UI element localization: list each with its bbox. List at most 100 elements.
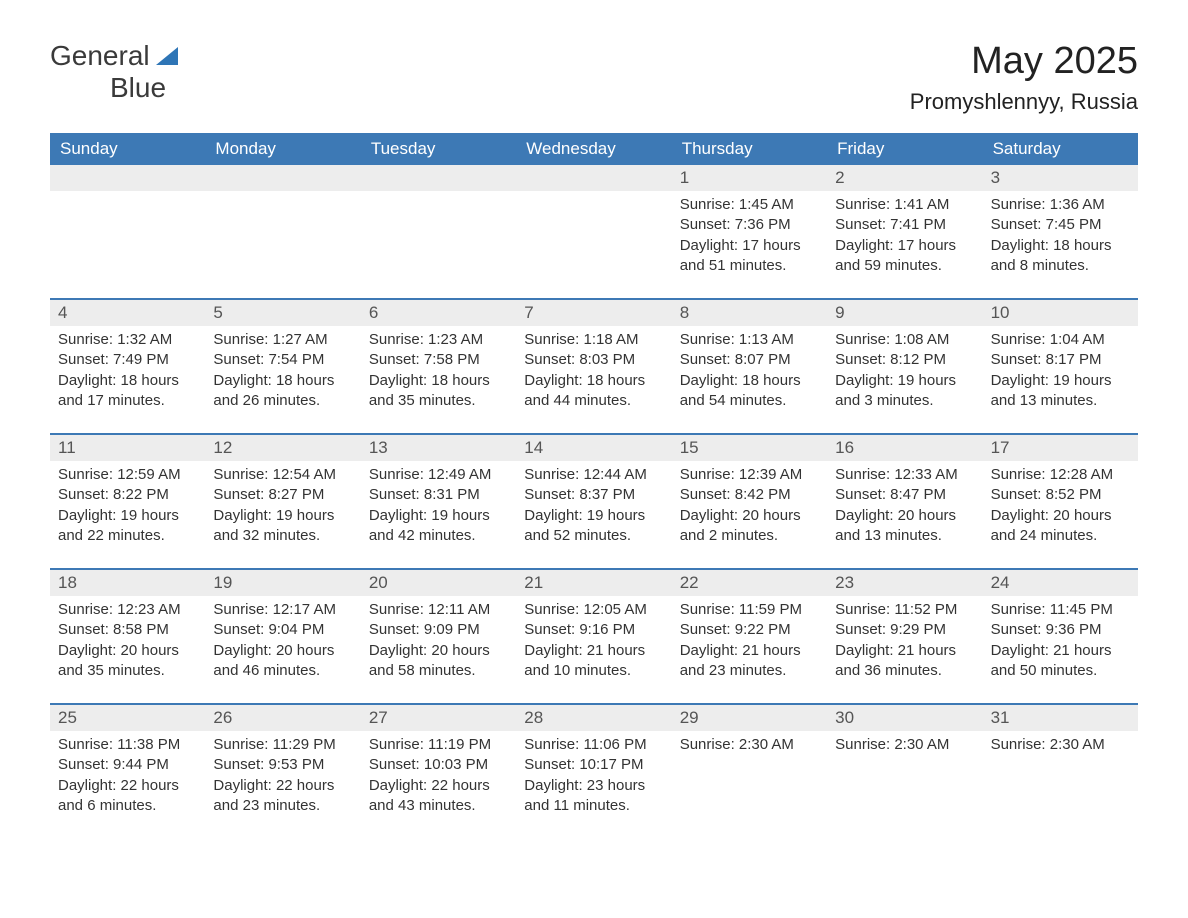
- calendar-cell: [205, 165, 360, 298]
- day-details: Sunrise: 2:30 AM: [672, 731, 827, 755]
- logo-word-general: General: [50, 40, 150, 71]
- logo-word-blue: Blue: [110, 72, 166, 103]
- day-number: [516, 165, 671, 191]
- day-number: [50, 165, 205, 191]
- calendar-cell: 9Sunrise: 1:08 AMSunset: 8:12 PMDaylight…: [827, 300, 982, 433]
- day-details: Sunrise: 1:08 AMSunset: 8:12 PMDaylight:…: [827, 326, 982, 411]
- brand-logo: General Blue: [50, 40, 178, 104]
- calendar-week: 4Sunrise: 1:32 AMSunset: 7:49 PMDaylight…: [50, 298, 1138, 433]
- day-number: 25: [50, 705, 205, 731]
- day-number: 12: [205, 435, 360, 461]
- calendar-cell: 14Sunrise: 12:44 AMSunset: 8:37 PMDaylig…: [516, 435, 671, 568]
- calendar-week: 25Sunrise: 11:38 PMSunset: 9:44 PMDaylig…: [50, 703, 1138, 838]
- day-number: 8: [672, 300, 827, 326]
- calendar-cell: 13Sunrise: 12:49 AMSunset: 8:31 PMDaylig…: [361, 435, 516, 568]
- day-details: Sunrise: 12:33 AMSunset: 8:47 PMDaylight…: [827, 461, 982, 546]
- day-number: 2: [827, 165, 982, 191]
- calendar-cell: 15Sunrise: 12:39 AMSunset: 8:42 PMDaylig…: [672, 435, 827, 568]
- calendar-cell: 8Sunrise: 1:13 AMSunset: 8:07 PMDaylight…: [672, 300, 827, 433]
- day-details: Sunrise: 11:06 PMSunset: 10:17 PMDayligh…: [516, 731, 671, 816]
- day-number: 10: [983, 300, 1138, 326]
- day-details: Sunrise: 12:17 AMSunset: 9:04 PMDaylight…: [205, 596, 360, 681]
- day-details: Sunrise: 1:45 AMSunset: 7:36 PMDaylight:…: [672, 191, 827, 276]
- calendar-cell: 19Sunrise: 12:17 AMSunset: 9:04 PMDaylig…: [205, 570, 360, 703]
- calendar-cell: 20Sunrise: 12:11 AMSunset: 9:09 PMDaylig…: [361, 570, 516, 703]
- day-number: 23: [827, 570, 982, 596]
- day-number: 28: [516, 705, 671, 731]
- calendar-cell: 16Sunrise: 12:33 AMSunset: 8:47 PMDaylig…: [827, 435, 982, 568]
- day-details: Sunrise: 12:44 AMSunset: 8:37 PMDaylight…: [516, 461, 671, 546]
- day-details: Sunrise: 1:23 AMSunset: 7:58 PMDaylight:…: [361, 326, 516, 411]
- day-number: 1: [672, 165, 827, 191]
- day-number: 11: [50, 435, 205, 461]
- calendar-cell: [50, 165, 205, 298]
- calendar-cell: 22Sunrise: 11:59 PMSunset: 9:22 PMDaylig…: [672, 570, 827, 703]
- day-details: Sunrise: 12:59 AMSunset: 8:22 PMDaylight…: [50, 461, 205, 546]
- calendar-cell: 24Sunrise: 11:45 PMSunset: 9:36 PMDaylig…: [983, 570, 1138, 703]
- day-details: Sunrise: 1:13 AMSunset: 8:07 PMDaylight:…: [672, 326, 827, 411]
- day-number: 15: [672, 435, 827, 461]
- day-number: 27: [361, 705, 516, 731]
- day-details: Sunrise: 12:49 AMSunset: 8:31 PMDaylight…: [361, 461, 516, 546]
- day-details: Sunrise: 11:29 PMSunset: 9:53 PMDaylight…: [205, 731, 360, 816]
- calendar-week: 1Sunrise: 1:45 AMSunset: 7:36 PMDaylight…: [50, 165, 1138, 298]
- day-number: 14: [516, 435, 671, 461]
- day-details: Sunrise: 1:04 AMSunset: 8:17 PMDaylight:…: [983, 326, 1138, 411]
- day-number: 24: [983, 570, 1138, 596]
- calendar-cell: 3Sunrise: 1:36 AMSunset: 7:45 PMDaylight…: [983, 165, 1138, 298]
- day-number: 6: [361, 300, 516, 326]
- title-block: May 2025 Promyshlennyy, Russia: [910, 40, 1138, 115]
- day-details: Sunrise: 11:52 PMSunset: 9:29 PMDaylight…: [827, 596, 982, 681]
- calendar-cell: [516, 165, 671, 298]
- day-details: Sunrise: 11:59 PMSunset: 9:22 PMDaylight…: [672, 596, 827, 681]
- day-details: Sunrise: 1:36 AMSunset: 7:45 PMDaylight:…: [983, 191, 1138, 276]
- calendar-cell: 23Sunrise: 11:52 PMSunset: 9:29 PMDaylig…: [827, 570, 982, 703]
- calendar-cell: 30Sunrise: 2:30 AM: [827, 705, 982, 838]
- day-number: [205, 165, 360, 191]
- calendar-cell: 7Sunrise: 1:18 AMSunset: 8:03 PMDaylight…: [516, 300, 671, 433]
- weekday-header: Tuesday: [361, 133, 516, 165]
- day-details: Sunrise: 12:39 AMSunset: 8:42 PMDaylight…: [672, 461, 827, 546]
- weekday-header: Monday: [205, 133, 360, 165]
- day-number: 22: [672, 570, 827, 596]
- day-number: 3: [983, 165, 1138, 191]
- calendar-cell: 10Sunrise: 1:04 AMSunset: 8:17 PMDayligh…: [983, 300, 1138, 433]
- day-number: 13: [361, 435, 516, 461]
- day-number: 21: [516, 570, 671, 596]
- calendar-cell: [361, 165, 516, 298]
- calendar-cell: 29Sunrise: 2:30 AM: [672, 705, 827, 838]
- calendar-cell: 5Sunrise: 1:27 AMSunset: 7:54 PMDaylight…: [205, 300, 360, 433]
- day-details: Sunrise: 11:45 PMSunset: 9:36 PMDaylight…: [983, 596, 1138, 681]
- day-number: 16: [827, 435, 982, 461]
- day-number: 19: [205, 570, 360, 596]
- calendar-cell: 12Sunrise: 12:54 AMSunset: 8:27 PMDaylig…: [205, 435, 360, 568]
- day-number: 5: [205, 300, 360, 326]
- logo-text: General Blue: [50, 40, 178, 104]
- day-number: 17: [983, 435, 1138, 461]
- weekday-header: Wednesday: [516, 133, 671, 165]
- calendar-cell: 31Sunrise: 2:30 AM: [983, 705, 1138, 838]
- day-details: Sunrise: 12:23 AMSunset: 8:58 PMDaylight…: [50, 596, 205, 681]
- calendar-cell: 27Sunrise: 11:19 PMSunset: 10:03 PMDayli…: [361, 705, 516, 838]
- day-number: 20: [361, 570, 516, 596]
- day-details: Sunrise: 11:38 PMSunset: 9:44 PMDaylight…: [50, 731, 205, 816]
- calendar-cell: 1Sunrise: 1:45 AMSunset: 7:36 PMDaylight…: [672, 165, 827, 298]
- day-number: 9: [827, 300, 982, 326]
- day-details: Sunrise: 2:30 AM: [983, 731, 1138, 755]
- day-details: Sunrise: 12:11 AMSunset: 9:09 PMDaylight…: [361, 596, 516, 681]
- calendar-cell: 21Sunrise: 12:05 AMSunset: 9:16 PMDaylig…: [516, 570, 671, 703]
- calendar: SundayMondayTuesdayWednesdayThursdayFrid…: [50, 133, 1138, 838]
- day-details: Sunrise: 1:27 AMSunset: 7:54 PMDaylight:…: [205, 326, 360, 411]
- page-header: General Blue May 2025 Promyshlennyy, Rus…: [50, 40, 1138, 115]
- day-number: 7: [516, 300, 671, 326]
- day-number: 4: [50, 300, 205, 326]
- day-details: Sunrise: 12:05 AMSunset: 9:16 PMDaylight…: [516, 596, 671, 681]
- day-details: Sunrise: 2:30 AM: [827, 731, 982, 755]
- day-details: Sunrise: 1:41 AMSunset: 7:41 PMDaylight:…: [827, 191, 982, 276]
- weekday-header: Sunday: [50, 133, 205, 165]
- calendar-cell: 6Sunrise: 1:23 AMSunset: 7:58 PMDaylight…: [361, 300, 516, 433]
- day-number: 26: [205, 705, 360, 731]
- calendar-week: 11Sunrise: 12:59 AMSunset: 8:22 PMDaylig…: [50, 433, 1138, 568]
- day-number: 18: [50, 570, 205, 596]
- weekday-header-row: SundayMondayTuesdayWednesdayThursdayFrid…: [50, 133, 1138, 165]
